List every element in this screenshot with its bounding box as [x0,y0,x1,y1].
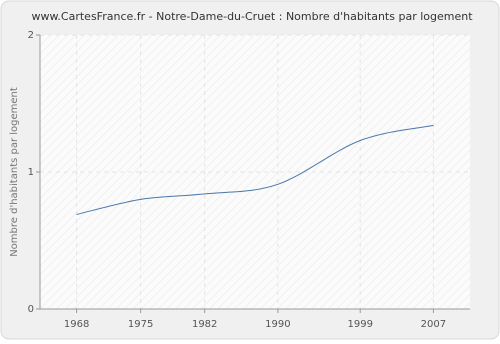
x-tick-label: 2007 [421,319,446,330]
x-tick-label: 1990 [265,319,290,330]
chart-title: www.CartesFrance.fr - Notre-Dame-du-Crue… [31,10,473,23]
y-tick-label: 0 [28,304,34,315]
y-tick-label: 2 [28,30,34,41]
y-axis-label: Nombre d'habitants par logement [9,87,20,257]
data-line [76,124,434,215]
x-tick-label: 1982 [192,319,217,330]
x-tick-label: 1999 [347,319,372,330]
plot-area [40,35,470,309]
x-tick-label: 1975 [128,319,153,330]
y-tick-label: 1 [28,167,34,178]
x-tick-label: 1968 [64,319,89,330]
